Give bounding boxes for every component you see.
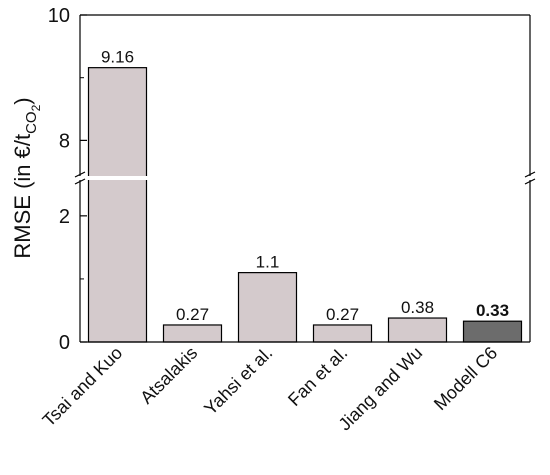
category-label-0: Tsai and Kuo [39,343,127,431]
bar-0 [87,67,148,343]
bar-4 [387,317,448,343]
y-axis-title-main: RMSE (in €/t [10,134,35,259]
data-label-5: 0.33 [476,301,509,320]
y-tick-label-0: 0 [59,332,70,354]
data-label-4: 0.38 [401,298,434,317]
y-axis-title-sub: CO [23,111,40,134]
bar-5 [462,320,523,343]
bars-group: 9.16 Tsai and Kuo 0.27 Atsalakis 1.1 Yahsi et… [39,48,523,434]
bar-1 [162,324,223,343]
axis-break-mark-lower-1 [524,178,536,185]
category-label-2: Yahsi et al. [200,343,276,419]
category-label-5: Modell C6 [430,343,501,414]
axis-break-gap [72,176,538,180]
axis-break-mark-lower-0 [74,178,86,185]
y-tick-label-3: 10 [48,5,70,27]
axis-break-mark-upper-1 [524,171,536,178]
axis-break-mark-upper-0 [74,171,86,178]
y-tick-label-1: 2 [59,206,70,228]
category-label-3: Fan et al. [284,343,351,410]
y-axis-title-subsub: 2 [29,104,43,111]
y-tick-label-2: 8 [59,130,70,152]
y-axis-title: RMSE (in €/tCO2) [10,97,43,258]
bar-2 [237,272,298,343]
data-label-1: 0.27 [176,305,209,324]
data-label-2: 1.1 [256,253,280,272]
bar-3 [312,324,373,343]
y-axis-title-close: ) [10,97,35,104]
category-label-1: Atsalakis [136,343,201,408]
axes-group: 0 2 8 10 [48,5,538,354]
data-label-3: 0.27 [326,305,359,324]
data-label-0: 9.16 [101,48,134,67]
